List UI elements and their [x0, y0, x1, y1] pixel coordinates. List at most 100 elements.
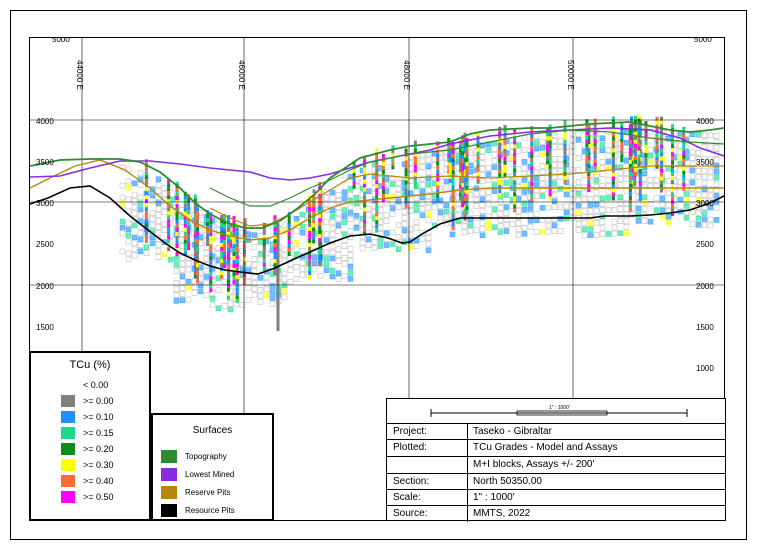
model-block [401, 227, 408, 233]
model-block [131, 192, 138, 199]
drill-hole [187, 194, 191, 251]
assay-interval [593, 134, 597, 139]
assay-interval [671, 204, 675, 209]
section-drawing: 5000 5000 4000 3500 3000 2500 2000 1500 … [29, 35, 725, 520]
assay-interval [660, 160, 664, 165]
assay-interval [620, 122, 624, 127]
model-block [677, 148, 684, 155]
assay-interval [144, 215, 148, 220]
model-block [245, 231, 252, 237]
assay-interval [195, 223, 199, 228]
assay-interval [242, 269, 246, 274]
assay-interval [235, 227, 239, 232]
assay-interval [503, 124, 507, 129]
assay-interval [436, 177, 440, 182]
assay-interval [229, 235, 233, 240]
assay-interval [628, 191, 632, 196]
assay-interval [637, 150, 641, 155]
assay-interval [682, 178, 686, 183]
model-block [641, 170, 648, 176]
model-block [299, 265, 306, 272]
model-block [443, 184, 450, 191]
assay-interval [459, 184, 463, 189]
assay-interval [235, 263, 239, 268]
model-block [479, 148, 486, 154]
model-block [635, 218, 642, 224]
model-block [293, 246, 300, 252]
model-block [695, 150, 702, 156]
assay-interval [451, 222, 455, 227]
model-block [161, 221, 168, 227]
easting-label: 48000 E [402, 60, 411, 90]
model-block [479, 226, 486, 232]
model-block [413, 225, 420, 231]
assay-interval [167, 191, 171, 196]
assay-interval [222, 244, 226, 249]
model-block [425, 235, 432, 242]
model-block [227, 306, 234, 313]
model-block [713, 157, 720, 163]
model-block [707, 192, 714, 199]
model-block [329, 249, 336, 256]
assay-interval [548, 168, 552, 173]
assay-interval [235, 275, 239, 280]
title-value: TCu Grades - Model and Assays [473, 442, 618, 453]
model-block [125, 238, 132, 245]
model-block [149, 198, 156, 204]
drill-hole [503, 124, 507, 177]
model-block [485, 189, 492, 195]
surface-lines [29, 121, 725, 275]
assay-interval [144, 235, 148, 240]
model-block [209, 301, 216, 308]
model-block [461, 229, 468, 236]
assay-interval [175, 204, 179, 209]
drill-hole [183, 191, 187, 256]
assay-interval [167, 235, 171, 240]
model-block [419, 206, 426, 213]
model-block [551, 198, 558, 204]
model-block [695, 168, 702, 174]
model-block [347, 204, 354, 210]
assay-interval [167, 187, 171, 192]
tcu-legend-row: >= 0.20 [61, 443, 114, 455]
model-block [527, 212, 534, 218]
model-block [527, 206, 534, 212]
assay-interval [404, 156, 408, 161]
assay-interval [209, 232, 213, 237]
assay-interval [375, 176, 379, 181]
assay-interval [633, 147, 637, 152]
model-block [617, 230, 624, 236]
assay-interval [628, 207, 632, 212]
model-block [353, 212, 360, 219]
assay-interval [620, 150, 624, 155]
model-block [329, 267, 336, 274]
assay-interval [229, 243, 233, 248]
assay-interval [633, 159, 637, 164]
model-block [383, 242, 390, 248]
assay-interval [308, 242, 312, 247]
model-block [575, 167, 582, 173]
assay-interval [451, 146, 455, 151]
assay-interval [462, 149, 466, 154]
assay-interval [451, 194, 455, 199]
model-block [479, 202, 486, 208]
scale-bar: 1" : 1000' [387, 399, 725, 423]
model-block [575, 131, 582, 137]
assay-interval [308, 214, 312, 219]
assay-interval [144, 187, 148, 192]
assay-interval [363, 187, 367, 192]
title-row-plotted-2: M+I blocks, Assays +/- 200' [387, 456, 725, 473]
model-block [479, 154, 486, 160]
assay-interval [593, 138, 597, 143]
assay-interval [593, 170, 597, 175]
model-block [623, 224, 630, 230]
assay-interval [503, 172, 507, 177]
assay-interval [546, 160, 550, 165]
assay-interval [195, 271, 199, 276]
model-block [323, 195, 330, 201]
title-key: Section: [393, 476, 430, 487]
drill-hole [352, 160, 356, 189]
assay-interval [195, 231, 199, 236]
model-block [383, 230, 390, 236]
assay-interval [655, 140, 659, 145]
